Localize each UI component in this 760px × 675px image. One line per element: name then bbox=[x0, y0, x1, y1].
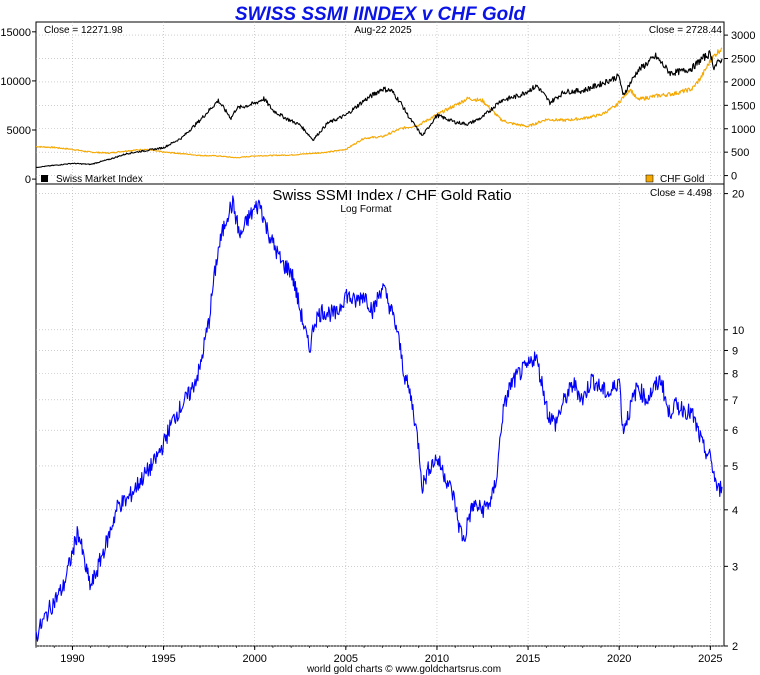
ratio-tick-label: 5 bbox=[732, 461, 738, 473]
right-tick-label: 3000 bbox=[731, 30, 755, 42]
smi-close-label: Close = 12271.98 bbox=[44, 25, 123, 36]
smi-line bbox=[35, 50, 723, 168]
right-tick-label: 2000 bbox=[731, 77, 755, 89]
bottom-panel-frame bbox=[35, 183, 725, 647]
chart-title: SWISS SSMI IINDEX v CHF Gold bbox=[235, 4, 526, 25]
footer-credit: world gold charts © www.goldchartsrus.co… bbox=[306, 664, 501, 675]
legend-swatch-smi bbox=[41, 175, 48, 182]
date-label: Aug-22 2025 bbox=[354, 25, 412, 36]
ratio-tick-label: 2 bbox=[732, 641, 738, 653]
chf-gold-line bbox=[35, 47, 723, 159]
left-tick-label: 5000 bbox=[7, 125, 31, 137]
legend-swatch-gold bbox=[645, 174, 654, 183]
ratio-tick-label: 3 bbox=[732, 561, 738, 573]
left-tick-label: 15000 bbox=[0, 27, 31, 39]
ratio-tick-label: 10 bbox=[732, 325, 744, 337]
ratio-tick-label: 6 bbox=[732, 425, 738, 437]
ratio-tick-label: 8 bbox=[732, 369, 738, 381]
gold-close-label: Close = 2728.44 bbox=[649, 25, 723, 36]
x-tick-label: 2010 bbox=[425, 653, 449, 665]
ratio-tick-label: 7 bbox=[732, 395, 738, 407]
ratio-tick-label: 4 bbox=[732, 505, 738, 517]
ratio-tick-label: 20 bbox=[732, 189, 744, 201]
right-tick-label: 2500 bbox=[731, 54, 755, 66]
top-panel-series bbox=[35, 47, 723, 168]
x-tick-label: 2025 bbox=[698, 653, 722, 665]
legend-label-smi: Swiss Market Index bbox=[56, 174, 143, 185]
right-tick-label: 0 bbox=[731, 171, 737, 183]
top-panel-frame bbox=[35, 21, 725, 185]
bottom-panel-series bbox=[35, 195, 723, 642]
left-tick-label: 10000 bbox=[0, 76, 31, 88]
ratio-tick-label: 9 bbox=[732, 345, 738, 357]
ratio-chart-title: Swiss SSMI Index / CHF Gold Ratio bbox=[272, 187, 511, 204]
ratio-y-axis: 2 3 4 5 6 7 8 9 10 20 bbox=[724, 189, 744, 653]
x-tick-label: 2020 bbox=[607, 653, 631, 665]
x-axis: 1990 1995 2000 2005 2010 2015 2020 2025 bbox=[35, 646, 723, 665]
x-tick-label: 1995 bbox=[151, 653, 175, 665]
x-tick-label: 2000 bbox=[242, 653, 266, 665]
x-tick-label: 2005 bbox=[334, 653, 358, 665]
x-tick-label: 1990 bbox=[60, 653, 84, 665]
ratio-close-label: Close = 4.498 bbox=[650, 188, 712, 199]
right-y-axis: 0 500 1000 1500 2000 2500 3000 bbox=[724, 30, 755, 183]
right-tick-label: 1500 bbox=[731, 100, 755, 112]
left-y-axis: 0 5000 10000 15000 bbox=[0, 27, 36, 186]
right-tick-label: 1000 bbox=[731, 124, 755, 136]
ratio-line bbox=[35, 195, 723, 642]
ratio-chart-subtitle: Log Format bbox=[340, 204, 391, 215]
left-tick-label: 0 bbox=[25, 174, 31, 186]
right-tick-label: 500 bbox=[731, 147, 749, 159]
legend-label-gold: CHF Gold bbox=[660, 174, 704, 185]
x-tick-label: 2015 bbox=[516, 653, 540, 665]
bottom-panel-grid bbox=[36, 184, 724, 647]
